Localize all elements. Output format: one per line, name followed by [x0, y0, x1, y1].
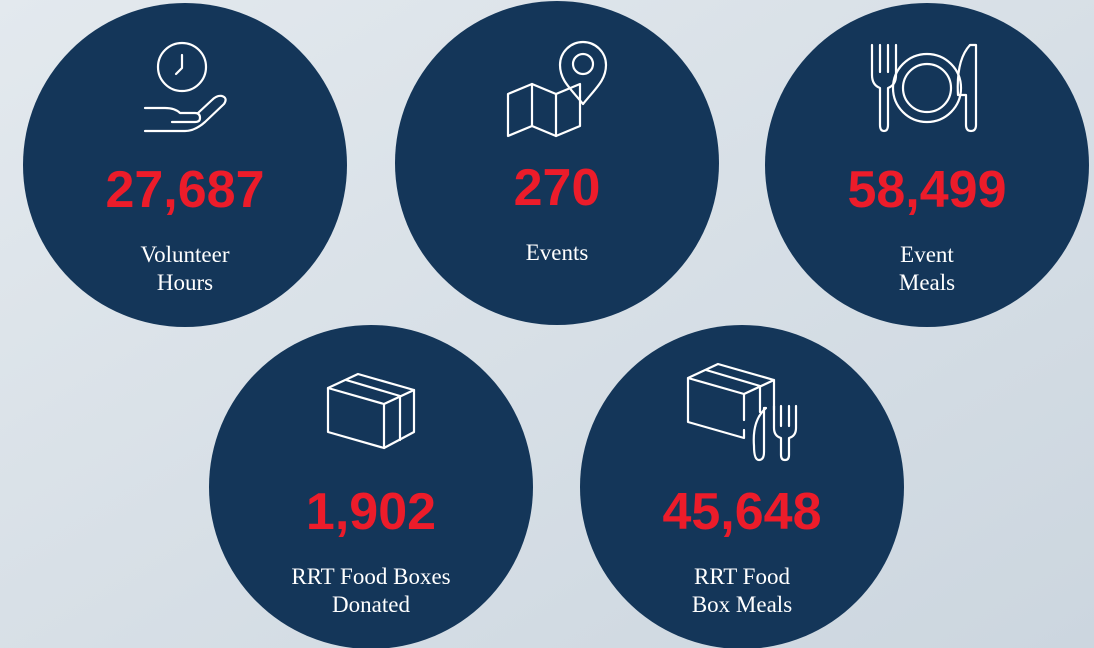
stat: 58,499 Event Meals: [765, 3, 1089, 327]
stat: 45,648 RRT Food Box Meals: [580, 325, 904, 648]
stat-value: 27,687: [105, 161, 264, 219]
stat-label: Box Meals: [692, 592, 792, 617]
stat-circle: [23, 3, 347, 327]
icon-plate: [870, 43, 978, 133]
stat-value: 45,648: [662, 483, 821, 541]
icon-clock-hand: [143, 41, 227, 133]
stat-label: RRT Food Boxes: [291, 564, 450, 589]
stat: 1,902 RRT Food Boxes Donated: [209, 325, 533, 648]
stat-circle: [395, 1, 719, 325]
stat-label: Hours: [157, 270, 213, 295]
stat-value: 58,499: [847, 161, 1006, 219]
icon-map-pin: [506, 40, 608, 138]
stat-circle: [765, 3, 1089, 327]
stat-circle: [580, 325, 904, 648]
stat-label: Events: [526, 240, 589, 265]
stat-circle: [209, 325, 533, 648]
stat-label: Meals: [899, 270, 955, 295]
stat-label: RRT Food: [694, 564, 790, 589]
icon-box-utensils: [686, 362, 798, 462]
stat: 27,687 Volunteer Hours: [23, 3, 347, 327]
icon-box: [326, 372, 416, 450]
stat-label: Donated: [332, 592, 410, 617]
circles: 27,687 Volunteer Hours 270 Events 58,499 Event…: [23, 1, 1089, 648]
stat-label: Event: [900, 242, 954, 267]
stat-label: Volunteer: [140, 242, 229, 267]
stat-value: 1,902: [306, 483, 436, 541]
stat: 270 Events: [395, 1, 719, 325]
stat-value: 270: [514, 159, 601, 217]
